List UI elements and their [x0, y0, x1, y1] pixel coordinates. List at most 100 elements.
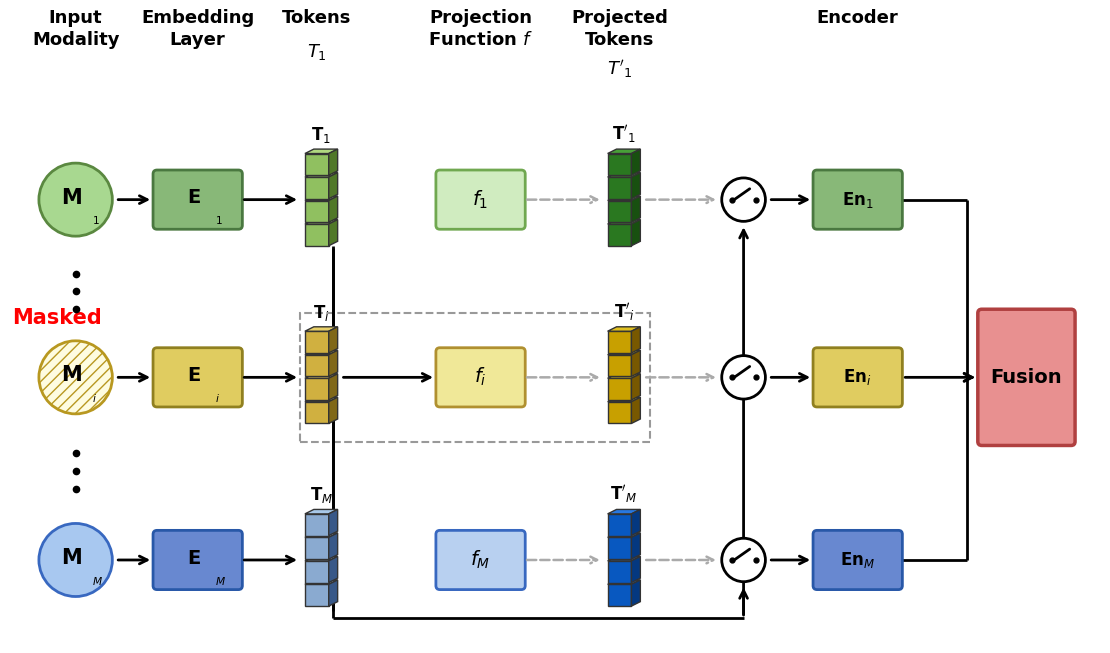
Circle shape: [39, 524, 112, 596]
Polygon shape: [329, 397, 337, 423]
FancyBboxPatch shape: [978, 310, 1076, 445]
Polygon shape: [607, 326, 640, 331]
Bar: [607, 378, 632, 400]
FancyBboxPatch shape: [813, 170, 902, 229]
Polygon shape: [607, 196, 640, 200]
Polygon shape: [632, 533, 640, 559]
Text: Projection
Function $f$: Projection Function $f$: [427, 9, 533, 48]
Text: $_{1}$: $_{1}$: [214, 212, 222, 227]
FancyBboxPatch shape: [436, 530, 525, 590]
Polygon shape: [632, 196, 640, 222]
Bar: [305, 153, 329, 175]
Text: $\mathbf{T'}_{M}$: $\mathbf{T'}_{M}$: [610, 483, 637, 505]
Text: $f_{i}$: $f_{i}$: [474, 366, 487, 389]
Text: Input
Modality: Input Modality: [32, 9, 120, 48]
Text: $f_{1}$: $f_{1}$: [473, 189, 488, 211]
Text: Masked: Masked: [12, 308, 102, 328]
Polygon shape: [305, 397, 337, 402]
FancyBboxPatch shape: [153, 348, 242, 407]
Text: $_{1}$: $_{1}$: [92, 212, 100, 227]
Text: Fusion: Fusion: [990, 368, 1062, 387]
Polygon shape: [607, 533, 640, 537]
Polygon shape: [305, 580, 337, 584]
Text: $\mathbf{T}_{1}$: $\mathbf{T}_{1}$: [311, 125, 331, 145]
Bar: [607, 584, 632, 606]
Text: Tokens: Tokens: [282, 9, 352, 27]
Polygon shape: [607, 219, 640, 224]
Polygon shape: [607, 374, 640, 378]
Polygon shape: [305, 556, 337, 561]
Polygon shape: [329, 172, 337, 199]
Bar: [305, 177, 329, 199]
Polygon shape: [632, 350, 640, 376]
Bar: [607, 537, 632, 559]
FancyBboxPatch shape: [153, 170, 242, 229]
Circle shape: [722, 538, 766, 582]
Text: $\mathbf{E}$: $\mathbf{E}$: [186, 366, 201, 385]
Polygon shape: [607, 580, 640, 584]
Polygon shape: [607, 397, 640, 402]
Polygon shape: [305, 326, 337, 331]
Circle shape: [722, 178, 766, 221]
Circle shape: [39, 163, 112, 236]
Polygon shape: [305, 509, 337, 514]
Text: $_{M}$: $_{M}$: [92, 573, 103, 588]
Polygon shape: [632, 556, 640, 582]
Text: $\mathbf{M}$: $\mathbf{M}$: [61, 187, 82, 208]
Polygon shape: [607, 172, 640, 177]
Polygon shape: [329, 350, 337, 376]
Bar: [607, 331, 632, 353]
Polygon shape: [305, 350, 337, 355]
Text: $_{i}$: $_{i}$: [92, 390, 98, 405]
FancyBboxPatch shape: [153, 530, 242, 590]
Text: $_{i}$: $_{i}$: [214, 390, 220, 405]
Bar: [305, 584, 329, 606]
Text: $T'_1$: $T'_1$: [607, 59, 632, 80]
Polygon shape: [632, 149, 640, 175]
Polygon shape: [305, 172, 337, 177]
Polygon shape: [329, 580, 337, 606]
Bar: [305, 561, 329, 582]
Polygon shape: [329, 374, 337, 400]
Bar: [305, 378, 329, 400]
Polygon shape: [632, 172, 640, 199]
Polygon shape: [329, 149, 337, 175]
FancyBboxPatch shape: [436, 348, 525, 407]
Text: $\mathbf{En}_{i}$: $\mathbf{En}_{i}$: [844, 368, 872, 387]
Polygon shape: [607, 149, 640, 153]
Text: $\mathbf{T'}_{i}$: $\mathbf{T'}_{i}$: [614, 301, 634, 323]
Text: $\mathbf{T'}_{1}$: $\mathbf{T'}_{1}$: [612, 123, 636, 145]
Polygon shape: [329, 219, 337, 246]
Bar: [607, 514, 632, 535]
Text: Embedding
Layer: Embedding Layer: [141, 9, 254, 48]
FancyBboxPatch shape: [813, 530, 902, 590]
Bar: [300, 313, 650, 441]
Polygon shape: [632, 219, 640, 246]
Bar: [607, 200, 632, 222]
Text: Projected
Tokens: Projected Tokens: [571, 9, 668, 48]
Text: Encoder: Encoder: [817, 9, 899, 27]
Bar: [305, 331, 329, 353]
Text: $\mathbf{En}_{M}$: $\mathbf{En}_{M}$: [840, 550, 876, 570]
Polygon shape: [632, 397, 640, 423]
Text: $f_{M}$: $f_{M}$: [471, 549, 491, 571]
Text: $\mathbf{T}_{i}$: $\mathbf{T}_{i}$: [313, 303, 330, 323]
Polygon shape: [632, 580, 640, 606]
Bar: [607, 177, 632, 199]
Text: $\mathbf{E}$: $\mathbf{E}$: [186, 188, 201, 207]
Circle shape: [722, 356, 766, 399]
Text: $\mathbf{M}$: $\mathbf{M}$: [61, 366, 82, 385]
Polygon shape: [329, 196, 337, 222]
Text: $\mathbf{T}_{M}$: $\mathbf{T}_{M}$: [310, 485, 333, 505]
Text: $\mathbf{En}_{1}$: $\mathbf{En}_{1}$: [841, 189, 874, 210]
Bar: [607, 355, 632, 376]
Polygon shape: [329, 556, 337, 582]
Polygon shape: [305, 196, 337, 200]
Polygon shape: [607, 509, 640, 514]
Bar: [305, 355, 329, 376]
Polygon shape: [632, 374, 640, 400]
Bar: [305, 224, 329, 246]
Bar: [305, 514, 329, 535]
Bar: [607, 402, 632, 423]
Circle shape: [39, 341, 112, 414]
